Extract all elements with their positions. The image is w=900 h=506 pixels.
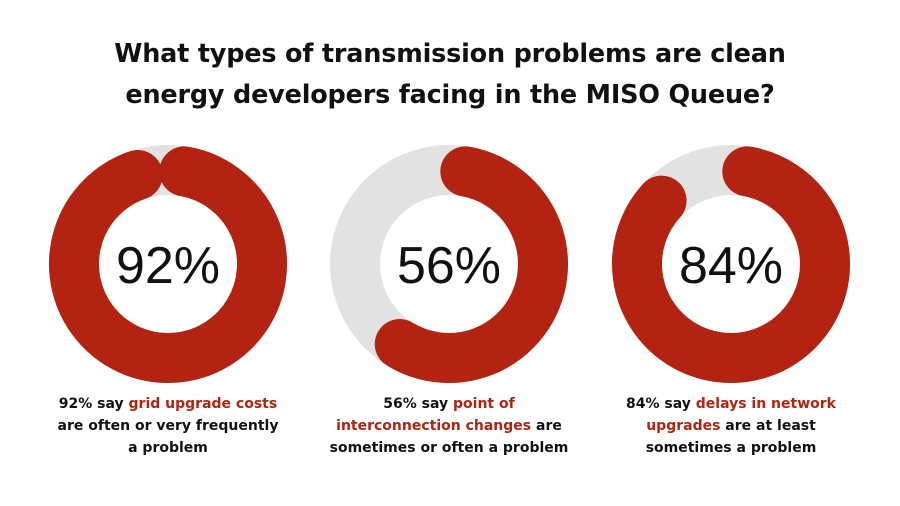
caption-line: 92% say grid upgrade costs bbox=[23, 393, 313, 415]
caption-line: a problem bbox=[128, 440, 208, 456]
donut-percent-label: 84% bbox=[679, 237, 783, 295]
donut-chart-point-of-interconnection: 56% bbox=[330, 145, 568, 383]
donut-value-arc bbox=[49, 146, 287, 383]
caption-network-upgrade-delays: 84% say delays in network upgrades are a… bbox=[586, 393, 876, 459]
caption-lead: 92% say bbox=[58, 396, 129, 412]
title-line-2: energy developers facing in the MISO Que… bbox=[125, 80, 775, 110]
caption-tail: are at least bbox=[720, 418, 816, 434]
caption-line: 84% say delays in network bbox=[586, 393, 876, 415]
caption-line: are often or very frequently bbox=[57, 418, 279, 434]
caption-line: 56% say point of bbox=[304, 393, 594, 415]
caption-highlight: grid upgrade costs bbox=[128, 396, 278, 412]
caption-lead: 56% say bbox=[383, 396, 454, 412]
caption-point-of-interconnection: 56% say point of interconnection changes… bbox=[304, 393, 594, 459]
donut-chart-grid-upgrade-costs: 92% bbox=[49, 145, 287, 383]
caption-tail: are bbox=[531, 418, 562, 434]
donut-percent-label: 56% bbox=[397, 237, 501, 295]
caption-highlight: point of bbox=[453, 396, 515, 412]
caption-line: upgrades are at least bbox=[586, 415, 876, 437]
chart-title: What types of transmission problems are … bbox=[0, 34, 900, 116]
title-line-1: What types of transmission problems are … bbox=[114, 39, 786, 69]
donut-chart-network-upgrade-delays: 84% bbox=[612, 145, 850, 383]
donut-value-arc bbox=[374, 146, 568, 383]
caption-highlight: delays in network bbox=[695, 396, 836, 412]
donut-value-arc bbox=[612, 146, 850, 383]
caption-grid-upgrade-costs: 92% say grid upgrade costs are often or … bbox=[23, 393, 313, 459]
caption-lead: 84% say bbox=[626, 396, 696, 412]
caption-line: sometimes a problem bbox=[645, 440, 817, 456]
donut-percent-label: 92% bbox=[116, 237, 220, 295]
caption-line: sometimes or often a problem bbox=[329, 440, 569, 456]
caption-line: interconnection changes are bbox=[304, 415, 594, 437]
caption-highlight: upgrades bbox=[646, 418, 721, 434]
caption-highlight: interconnection changes bbox=[336, 418, 532, 434]
